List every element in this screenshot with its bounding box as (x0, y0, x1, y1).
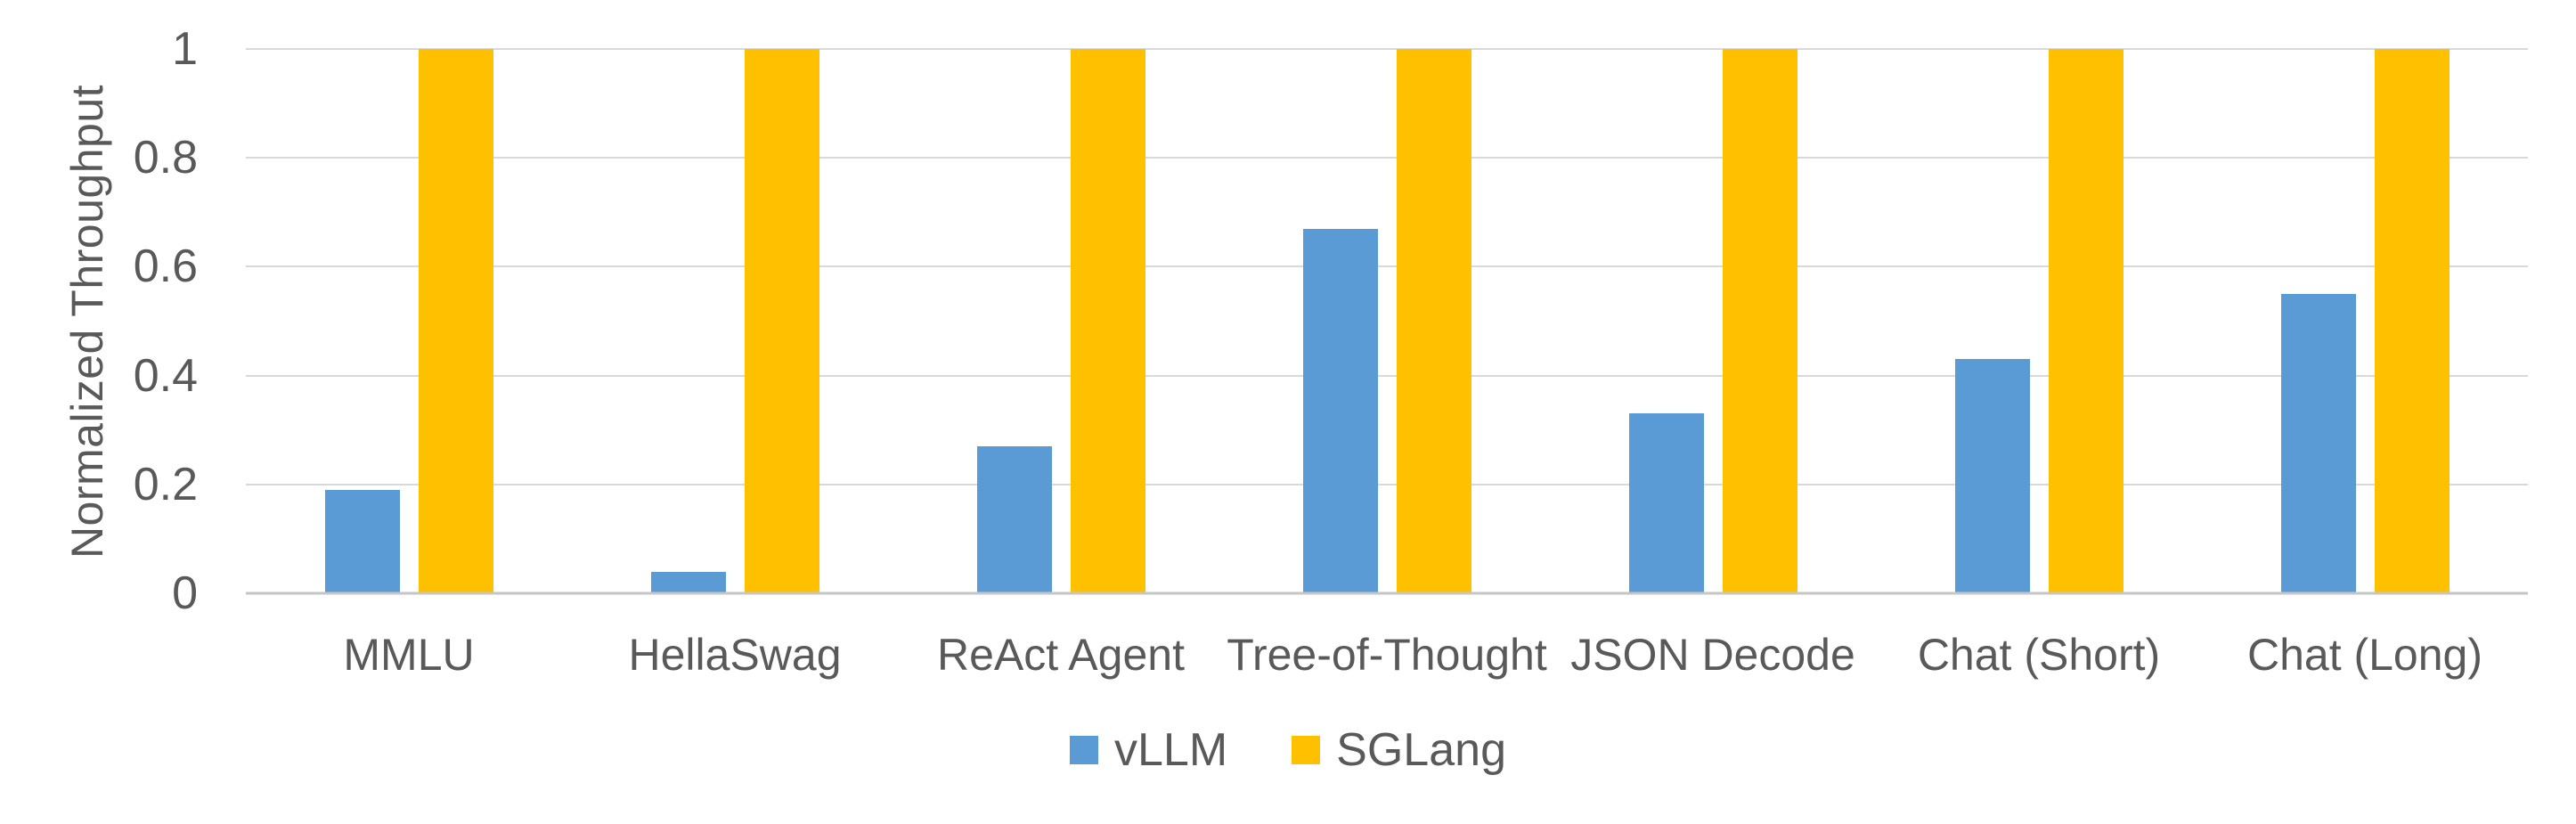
bar-group-react-agent (898, 49, 1224, 593)
y-axis-title-box: Normalized Throughput (34, 49, 141, 593)
gridline (246, 48, 2528, 50)
bar-sglang-chat-short (2048, 49, 2124, 593)
y-tick-label: 0.6 (133, 241, 198, 293)
bar-vllm-hellaswag (650, 571, 726, 593)
y-tick-label: 0.2 (133, 458, 198, 510)
bar-group-json-decode (1550, 49, 1876, 593)
bar-vllm-mmlu (324, 489, 400, 593)
bar-sglang-json-decode (1722, 49, 1797, 593)
bar-vllm-react-agent (976, 446, 1052, 593)
legend-label-sglang: SGLang (1336, 724, 1506, 776)
bar-vllm-tree-of-thought (1302, 228, 1378, 593)
bar-group-hellaswag (572, 49, 898, 593)
bar-group-mmlu (246, 49, 572, 593)
x-axis-category-labels: MMLU HellaSwag ReAct Agent Tree-of-Thought J… (246, 624, 2528, 685)
bar-groups (246, 49, 2528, 593)
category-label-mmlu: MMLU (343, 630, 475, 680)
bar-sglang-hellaswag (744, 49, 819, 593)
legend-item-sglang: SGLang (1292, 723, 1506, 777)
category-label-hellaswag: HellaSwag (628, 630, 842, 680)
y-tick-label: 0 (172, 567, 198, 619)
x-axis-line (246, 591, 2528, 595)
bar-group-tree-of-thought (1224, 49, 1550, 593)
gridline (246, 374, 2528, 377)
gridline (246, 157, 2528, 159)
bar-vllm-chat-long (2280, 293, 2356, 593)
bar-sglang-mmlu (418, 49, 493, 593)
legend: vLLM SGLang (0, 723, 2576, 777)
bar-sglang-react-agent (1070, 49, 1145, 593)
y-tick-label: 0.8 (133, 132, 198, 184)
bar-sglang-tree-of-thought (1396, 49, 1471, 593)
category-label-json-decode: JSON Decode (1570, 630, 1855, 680)
plot-area (246, 48, 2528, 595)
bar-sglang-chat-long (2374, 49, 2450, 593)
y-tick-label: 1 (172, 23, 198, 75)
gridline (246, 265, 2528, 268)
bar-group-chat-long (2202, 49, 2528, 593)
category-label-chat-short: Chat (Short) (1917, 630, 2161, 680)
legend-swatch-icon-sglang (1292, 736, 1321, 764)
legend-label-vllm: vLLM (1114, 724, 1228, 776)
bar-vllm-json-decode (1628, 413, 1704, 593)
bar-group-chat-short (1876, 49, 2202, 593)
bar-vllm-chat-short (1954, 359, 2030, 593)
category-label-chat-long: Chat (Long) (2246, 630, 2483, 680)
gridline (246, 483, 2528, 485)
category-label-tree-of-thought: Tree-of-Thought (1227, 630, 1547, 680)
legend-swatch-icon-vllm (1070, 736, 1099, 764)
y-tick-label: 0.4 (133, 349, 198, 402)
category-label-react-agent: ReAct Agent (937, 630, 1185, 680)
legend-item-vllm: vLLM (1070, 723, 1227, 777)
